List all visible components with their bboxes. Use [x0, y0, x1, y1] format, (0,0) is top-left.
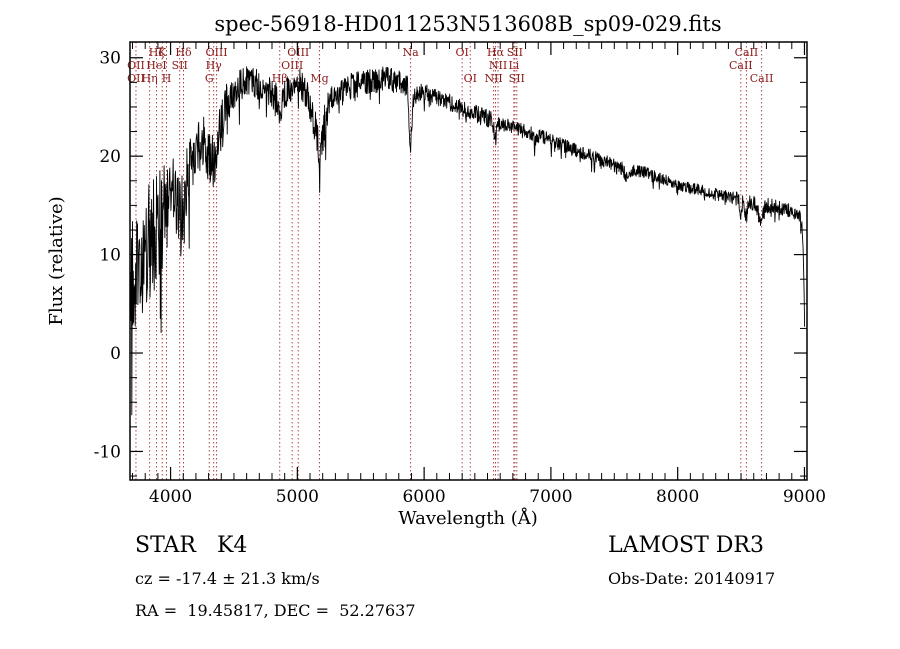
spectral-line-label: NII — [489, 59, 507, 72]
spectral-line-label: OI — [455, 46, 468, 59]
spectral-line-label: OIII — [206, 46, 228, 59]
spectral-line-label: Hζ — [149, 46, 165, 59]
spectral-line-label: Li — [508, 59, 519, 72]
spectral-line-label: OII — [127, 72, 145, 85]
plot-border — [129, 41, 808, 481]
spectral-line-label: SII — [172, 59, 188, 72]
spectral-line-label: CaII — [729, 59, 753, 72]
object-class-text: STAR K4 — [135, 533, 247, 558]
spectral-line-label: OIII — [287, 46, 309, 59]
spectral-line-label: Hη — [142, 72, 158, 85]
spectral-line-label: K — [158, 46, 167, 59]
spectral-line-label: Hγ — [206, 59, 223, 72]
spectral-line-label: Hα — [487, 46, 505, 59]
spectral-line-label: Hβ — [272, 72, 288, 85]
spectral-line-label: OIII — [281, 59, 303, 72]
spectral-line-label: H — [162, 72, 172, 85]
y-axis-tick-label: 30 — [99, 49, 121, 69]
x-axis-tick-label: 5000 — [276, 487, 319, 507]
y-axis-label: Flux (relative) — [46, 196, 67, 325]
plot-title: spec-56918-HD011253N513608B_sp09-029.fit… — [214, 12, 721, 36]
spectral-line-label: Na — [402, 46, 419, 59]
spectral-line-label: NII — [484, 72, 502, 85]
x-axis-tick-label: 7000 — [529, 487, 572, 507]
x-axis-label: Wavelength (Å) — [398, 507, 538, 529]
survey-text: LAMOST DR3 — [608, 533, 764, 558]
x-axis-tick-label: 9000 — [783, 487, 826, 507]
spectral-line-label: SII — [507, 46, 523, 59]
y-axis-tick-label: 20 — [99, 147, 121, 167]
spectral-line-label: SII — [509, 72, 525, 85]
spectral-line-label: HeI — [146, 59, 166, 72]
y-axis-tick-label: -10 — [94, 442, 121, 462]
obs-date-text: Obs-Date: 20140917 — [608, 569, 775, 588]
spectral-line-label: OII — [127, 59, 145, 72]
spectral-line-label: CaII — [735, 46, 759, 59]
y-axis-tick-label: 0 — [110, 344, 121, 364]
spectral-line-label: G — [205, 72, 214, 85]
y-axis-tick-label: 10 — [99, 246, 121, 266]
spectral-line-label: Mg — [310, 72, 328, 85]
x-axis-tick-label: 6000 — [402, 487, 445, 507]
x-axis-tick-label: 4000 — [149, 487, 192, 507]
spectral-line-label: CaII — [750, 72, 774, 85]
radec-text: RA = 19.45817, DEC = 52.27637 — [135, 601, 416, 620]
spectral-line-label: Hδ — [175, 46, 192, 59]
spectrum-trace — [130, 66, 806, 416]
x-axis-tick-label: 8000 — [656, 487, 699, 507]
cz-text: cz = -17.4 ± 21.3 km/s — [135, 569, 320, 588]
spectral-line-label: OI — [464, 72, 477, 85]
